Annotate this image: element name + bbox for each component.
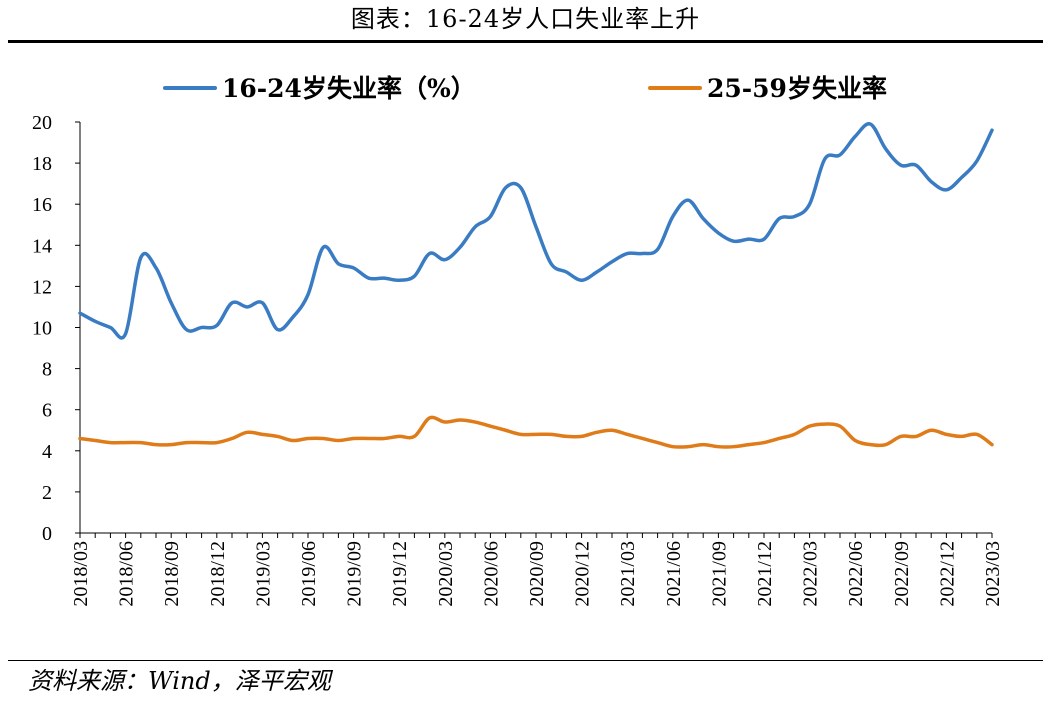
y-tick-label: 8 xyxy=(42,359,52,381)
x-tick-label: 2018/06 xyxy=(116,541,138,607)
y-tick-label: 4 xyxy=(42,441,52,463)
series-line-1 xyxy=(78,122,994,340)
legend-label-2: 25-59岁失业率 xyxy=(707,74,887,103)
legend-label-1: 16-24岁失业率（%） xyxy=(222,74,476,103)
y-tick-label: 16 xyxy=(32,194,52,216)
x-tick-label: 2019/09 xyxy=(344,541,366,607)
x-tick-label: 2020/03 xyxy=(435,541,457,607)
y-tick-label: 2 xyxy=(42,482,52,504)
x-tick-label: 2021/12 xyxy=(754,541,776,607)
y-tick-label: 12 xyxy=(32,276,52,298)
y-tick-label: 6 xyxy=(42,400,52,422)
x-tick-label: 2021/06 xyxy=(663,541,685,607)
top-rule xyxy=(8,40,1043,43)
x-tick-label: 2019/12 xyxy=(389,541,411,607)
x-tick-label: 2020/12 xyxy=(572,541,594,607)
x-tick-label: 2022/06 xyxy=(845,541,867,607)
x-tick-label: 2022/12 xyxy=(936,541,958,607)
x-tick-label: 2019/06 xyxy=(298,541,320,607)
y-tick-label: 20 xyxy=(32,112,52,134)
source-note: 资料来源：Wind，泽平宏观 xyxy=(28,667,331,695)
chart-title: 图表：16-24岁人口失业率上升 xyxy=(350,5,701,33)
series-line-2 xyxy=(78,415,994,449)
x-tick-label: 2019/03 xyxy=(252,541,274,607)
axes: 0 2 4 6 8 10 12 14 16 18 20 2018/03 2018/06 2018/09 20… xyxy=(32,112,1004,607)
x-tick-label: 2023/03 xyxy=(982,541,1004,607)
x-tick-label: 2018/03 xyxy=(70,541,92,607)
y-tick-label: 0 xyxy=(42,523,52,545)
legend: 16-24岁失业率（%） 25-59岁失业率 xyxy=(163,74,887,103)
y-tick-label: 14 xyxy=(32,235,52,257)
line-chart: 16-24岁失业率（%） 25-59岁失业率 024681012141618202… xyxy=(32,74,1004,607)
x-tick-label: 2018/12 xyxy=(207,541,229,607)
x-tick-label: 2022/03 xyxy=(800,541,822,607)
x-tick-label: 2022/09 xyxy=(891,541,913,607)
series-lines xyxy=(78,122,994,449)
x-tick-label: 2021/03 xyxy=(617,541,639,607)
x-tick-label: 2020/06 xyxy=(480,541,502,607)
y-tick-label: 10 xyxy=(32,318,52,340)
y-tick-label: 18 xyxy=(32,153,52,175)
bottom-rule xyxy=(8,660,1043,661)
x-tick-label: 2021/09 xyxy=(708,541,730,607)
x-tick-label: 2020/09 xyxy=(526,541,548,607)
x-tick-label: 2018/09 xyxy=(161,541,183,607)
